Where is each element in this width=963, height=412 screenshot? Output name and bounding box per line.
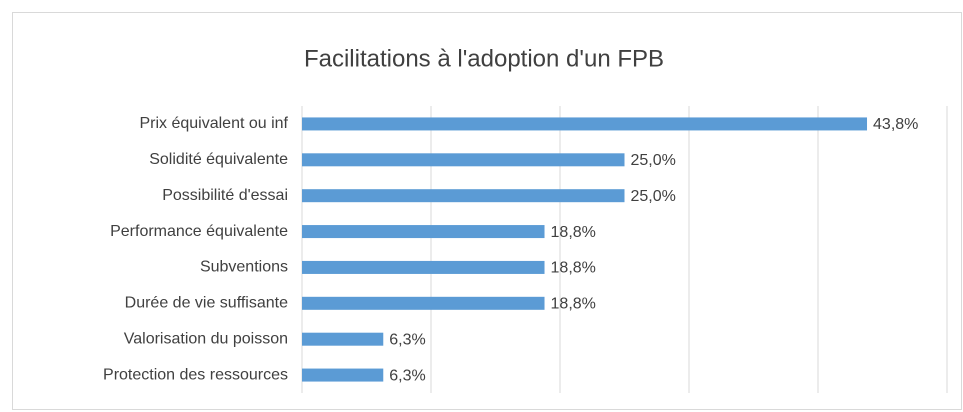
data-label: 6,3% (389, 367, 425, 384)
data-label: 25,0% (631, 152, 676, 169)
y-tick-label: Performance équivalente (110, 223, 288, 240)
y-tick-label: Prix équivalent ou inf (139, 115, 288, 132)
y-tick-label: Possibilité d'essai (162, 187, 288, 204)
bar (302, 225, 545, 239)
bar (302, 153, 625, 167)
data-label: 6,3% (389, 331, 425, 348)
y-tick-label: Protection des ressources (103, 366, 288, 383)
bar (302, 260, 545, 274)
bar (302, 368, 384, 382)
data-label: 18,8% (551, 296, 596, 313)
y-tick-label: Valorisation du poisson (124, 330, 288, 347)
bar (302, 117, 868, 131)
bar (302, 296, 545, 310)
bar (302, 332, 384, 346)
data-label: 25,0% (631, 188, 676, 205)
data-label: 18,8% (551, 260, 596, 277)
data-label: 43,8% (873, 116, 918, 133)
y-tick-label: Subventions (200, 259, 288, 276)
data-label: 18,8% (551, 224, 596, 241)
bar (302, 189, 625, 203)
chart-border (12, 12, 962, 410)
y-tick-label: Solidité équivalente (149, 151, 288, 168)
chart-title: Facilitations à l'adoption d'un FPB (304, 45, 664, 72)
y-tick-label: Durée de vie suffisante (125, 295, 288, 312)
